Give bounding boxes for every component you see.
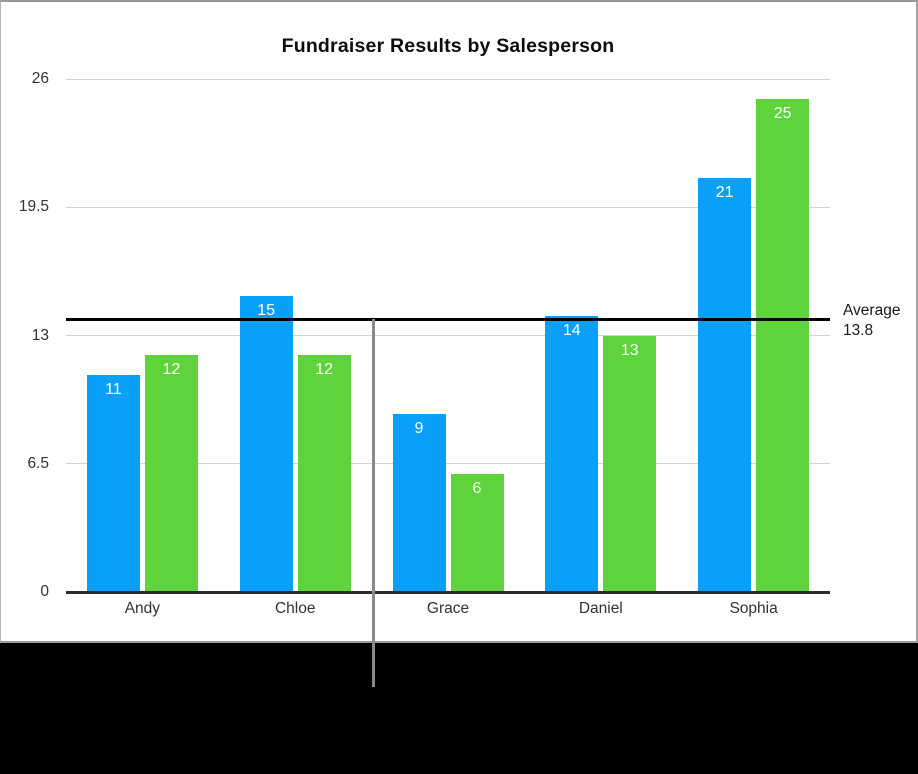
y-tick-label: 19.5 <box>18 198 49 216</box>
chart-title: Fundraiser Results by Salesperson <box>281 35 615 57</box>
gridline <box>66 463 830 465</box>
bar-blue-chloe[interactable] <box>239 296 293 592</box>
average-reference-line[interactable] <box>66 318 830 322</box>
bar-green-andy[interactable] <box>144 355 198 592</box>
bar-value-label: 14 <box>562 321 581 339</box>
chart-panel: Fundraiser Results by Salesperson 0 6.5 13… <box>0 0 918 643</box>
bar-green-sophia[interactable] <box>756 98 810 592</box>
bar-blue-sophia[interactable] <box>698 177 752 592</box>
bar-green-daniel[interactable] <box>603 335 657 592</box>
reference-line-title: Average <box>843 302 901 319</box>
bar-value-label: 12 <box>315 361 334 379</box>
y-tick-label: 6.5 <box>27 454 49 472</box>
x-axis-line <box>66 590 830 594</box>
gridline <box>66 335 830 336</box>
reference-line-value: 13.8 <box>843 322 874 339</box>
bar-value-label: 25 <box>773 104 792 122</box>
gridline <box>66 206 830 208</box>
y-tick-label: 13 <box>31 326 49 344</box>
x-category-label: Grace <box>426 600 470 617</box>
reference-line-label: Average 13.8 <box>843 301 900 341</box>
bar-blue-andy[interactable] <box>86 374 140 592</box>
y-tick-label: 0 <box>40 583 49 600</box>
x-category-label: Chloe <box>274 600 316 617</box>
x-category-label: Sophia <box>729 600 778 617</box>
bar-blue-grace[interactable] <box>392 414 446 592</box>
bar-value-label: 15 <box>257 302 276 320</box>
y-tick-label: 26 <box>31 70 49 87</box>
letterbox-bottom <box>0 643 918 774</box>
bar-value-label: 13 <box>620 341 639 359</box>
bar-value-label: 11 <box>105 380 122 398</box>
bar-green-grace[interactable] <box>450 473 504 592</box>
x-category-label: Andy <box>124 600 161 617</box>
bar-value-label: 9 <box>414 420 424 438</box>
bar-green-chloe[interactable] <box>297 355 351 592</box>
bar-value-label: 12 <box>162 361 181 379</box>
bar-value-label: 6 <box>472 479 482 497</box>
bar-blue-daniel[interactable] <box>545 315 599 592</box>
x-category-label: Daniel <box>578 600 623 617</box>
gridline <box>66 78 830 80</box>
drag-indicator-line[interactable] <box>372 319 375 687</box>
bar-value-label: 21 <box>715 183 734 201</box>
